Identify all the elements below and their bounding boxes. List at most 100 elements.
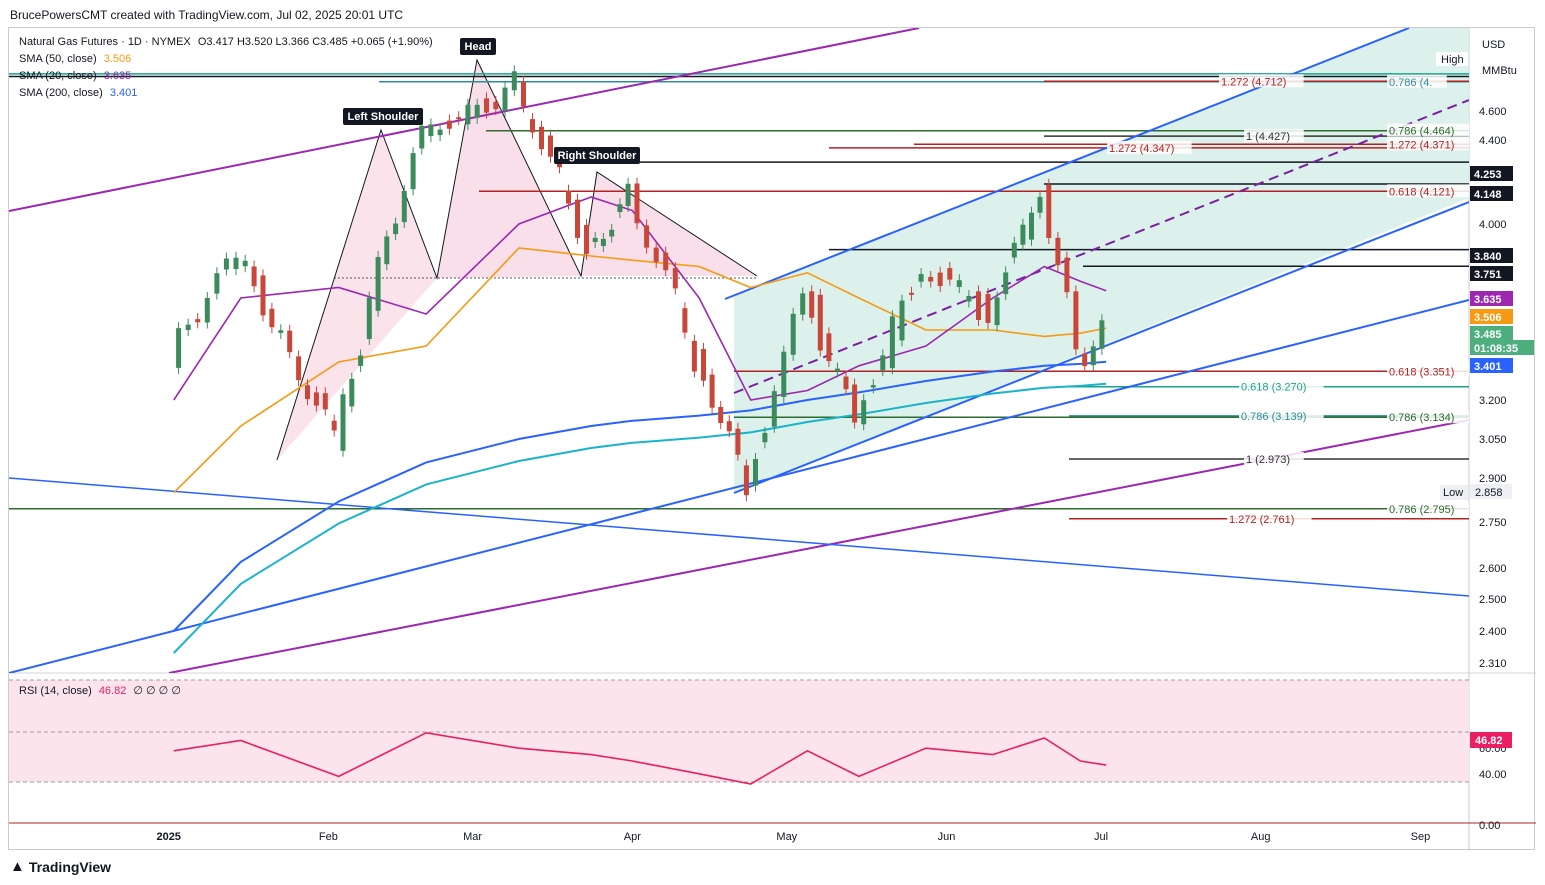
rsi-legend[interactable]: RSI (14, close) 46.82 ∅ ∅ ∅ ∅ xyxy=(19,684,181,697)
price-tag xyxy=(1470,340,1534,355)
fib-label-bg xyxy=(1387,74,1447,88)
fib-label: 1.272 (4.371) xyxy=(1389,139,1454,151)
head-text: Head xyxy=(465,41,492,53)
fib-label: 0.618 (3.351) xyxy=(1389,366,1454,378)
sma50-legend[interactable]: SMA (50, close) 3.506 xyxy=(19,53,131,65)
fib-label-bg xyxy=(1239,379,1324,393)
tradingview-logo-icon: ▲ xyxy=(10,858,25,875)
price-tick-label: 3.050 xyxy=(1479,434,1507,446)
fib-label: 0.786 (4.464) xyxy=(1389,126,1454,138)
sma20-value: 3.635 xyxy=(103,70,132,82)
right-shoulder-triangle xyxy=(581,172,757,276)
price-tag xyxy=(1470,358,1513,373)
price-tick-label: 2.310 xyxy=(1479,658,1507,670)
price-tick-label: 2.900 xyxy=(1479,473,1507,485)
sma50-line[interactable] xyxy=(173,247,1107,494)
fib-label: 0.786 (4. xyxy=(1389,77,1432,89)
unit-label: MMBtu xyxy=(1482,65,1517,77)
fib-label-bg xyxy=(1239,408,1324,422)
price-tag-text: 01:08:35 xyxy=(1474,343,1518,355)
channel-upper-line xyxy=(724,28,1410,300)
low-value-marker: 2.858 xyxy=(1470,484,1512,499)
hs-outline xyxy=(276,58,758,461)
head-triangle xyxy=(437,60,581,278)
time-tick-label: 2025 xyxy=(156,831,180,843)
rsi-line[interactable] xyxy=(173,731,1107,785)
chart-canvas[interactable]: 0.786 (4. 1.272 (4.712) 0.786 (4.464) 1 (4.… xyxy=(9,28,1536,851)
purple-upper-trendline xyxy=(9,28,920,212)
right-shoulder-text: Right Shoulder xyxy=(558,150,638,162)
fib-label-bg xyxy=(1387,364,1469,378)
blue-rising-trendline xyxy=(9,299,1469,673)
fib-label-bg xyxy=(1387,184,1469,198)
channel-mid-line xyxy=(733,99,1469,394)
rsi-tick-label: 0.00 xyxy=(1479,820,1500,832)
cyan-ma-line[interactable] xyxy=(173,382,1107,654)
fib-label: 0.786 (3.134) xyxy=(1389,412,1454,424)
rsi-tag-text: 46.82 xyxy=(1475,735,1503,747)
chart-frame[interactable]: 0.786 (4. 1.272 (4.712) 0.786 (4.464) 1 (4.… xyxy=(8,27,1536,851)
price-tick-label: 4.600 xyxy=(1479,106,1507,118)
time-tick-label: Mar xyxy=(463,831,482,843)
fib-label-bg xyxy=(1387,137,1469,151)
fib-label: 1.272 (4.712) xyxy=(1221,76,1286,88)
high-marker: High xyxy=(1436,52,1468,66)
price-tag xyxy=(1470,266,1513,281)
price-tick-label: 4.400 xyxy=(1479,135,1507,147)
fib-label: 1 (2.973) xyxy=(1246,454,1290,466)
price-tag-text: 3.635 xyxy=(1474,294,1502,306)
rsi-value-tag: 46.82 xyxy=(1470,732,1512,748)
head-label: Head xyxy=(460,38,496,55)
price-tag-text: 3.751 xyxy=(1474,269,1502,281)
low-value-text: 2.858 xyxy=(1475,487,1503,499)
fib-label: 0.618 (4.121) xyxy=(1389,186,1454,198)
fib-label: 0.786 (2.795) xyxy=(1389,504,1454,516)
high-text: High xyxy=(1441,54,1464,66)
sma200-line[interactable] xyxy=(173,360,1107,632)
sma20-legend[interactable]: SMA (20, close) 3.635 xyxy=(19,70,131,82)
price-tag xyxy=(1470,326,1513,341)
fib-label-bg xyxy=(1227,511,1312,525)
price-tag-text: 3.506 xyxy=(1474,312,1502,324)
fib-label-bg xyxy=(1387,410,1469,424)
price-tag-text: 3.401 xyxy=(1474,361,1502,373)
sma200-legend[interactable]: SMA (200, close) 3.401 xyxy=(19,87,137,99)
sma20-label: SMA (20, close) xyxy=(19,70,97,82)
fib-label-bg xyxy=(1244,129,1304,143)
sma50-label: SMA (50, close) xyxy=(19,53,97,65)
time-tick-label: Apr xyxy=(624,831,641,843)
rsi-extra: ∅ ∅ ∅ ∅ xyxy=(133,685,181,697)
tradingview-logo[interactable]: ▲ TradingView xyxy=(10,858,111,875)
right-shoulder-label: Right Shoulder xyxy=(554,147,640,164)
time-tick-label: Feb xyxy=(319,831,338,843)
fib-label-bg xyxy=(1219,74,1304,88)
price-tick-label: 2.500 xyxy=(1479,594,1507,606)
time-tick-label: Sep xyxy=(1411,831,1431,843)
price-tick-label: 2.750 xyxy=(1479,517,1507,529)
tradingview-logo-text: TradingView xyxy=(28,858,112,875)
sma50-value: 3.506 xyxy=(103,53,132,65)
fib-label: 1.272 (2.761) xyxy=(1229,514,1294,526)
price-tag xyxy=(1470,291,1513,306)
low-marker: Low xyxy=(1440,485,1468,500)
price-tick-label: 3.200 xyxy=(1479,395,1507,407)
rsi-label: RSI (14, close) xyxy=(19,685,92,697)
price-tick-label: 2.600 xyxy=(1479,563,1507,575)
time-tick-label: May xyxy=(776,831,797,843)
price-tag-text: 4.253 xyxy=(1474,169,1502,181)
sma20-line[interactable] xyxy=(173,196,1107,401)
sma200-label: SMA (200, close) xyxy=(19,87,103,99)
currency-label: USD xyxy=(1482,39,1505,51)
price-tick-label: 2.400 xyxy=(1479,626,1507,638)
symbol-legend[interactable]: Natural Gas Futures · 1D · NYMEX O3.417 … xyxy=(19,36,433,48)
rsi-band xyxy=(9,680,1469,782)
fib-label-bg xyxy=(1387,501,1469,515)
price-tag xyxy=(1470,166,1513,181)
price-tick-label: 4.000 xyxy=(1479,219,1507,231)
price-tag-text: 4.148 xyxy=(1474,189,1502,201)
blue-falling-trendline xyxy=(9,477,1469,597)
sma200-value: 3.401 xyxy=(109,87,138,99)
fib-label: 0.618 (3.270) xyxy=(1241,382,1306,394)
ohlc-values: O3.417 H3.520 L3.366 C3.485 +0.065 (+1.9… xyxy=(197,36,433,48)
price-tag xyxy=(1470,186,1513,201)
